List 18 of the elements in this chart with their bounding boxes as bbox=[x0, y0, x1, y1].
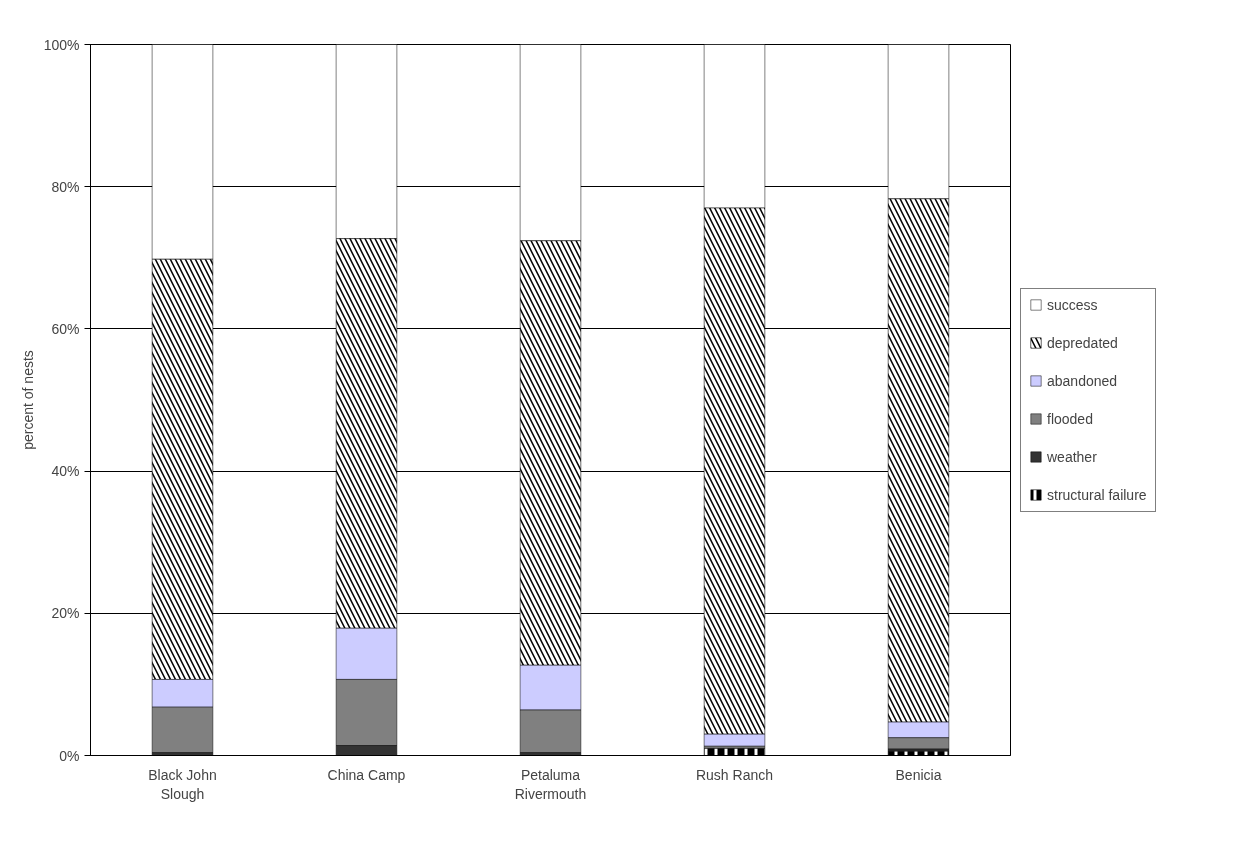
x-tick-label: Petaluma Rivermouth bbox=[514, 766, 587, 802]
x-tick-label: Black John Slough bbox=[148, 766, 217, 802]
legend-label: flooded bbox=[1047, 410, 1093, 427]
y-tick-label: 60% bbox=[51, 320, 80, 337]
y-tick-label: 40% bbox=[51, 463, 80, 480]
y-axis-title: percent of nests bbox=[19, 350, 36, 450]
y-tick-label: 0% bbox=[59, 747, 80, 764]
legend-label: success bbox=[1047, 296, 1098, 313]
x-tick-label: Benicia bbox=[895, 766, 942, 783]
legend-label: depredated bbox=[1047, 334, 1118, 351]
y-tick-label: 100% bbox=[43, 36, 80, 53]
legend-label: abandoned bbox=[1047, 372, 1118, 389]
legend-label: weather bbox=[1047, 448, 1097, 465]
x-tick-label: China Camp bbox=[327, 766, 406, 783]
legend-label: structural failure bbox=[1047, 486, 1147, 503]
y-tick-label: 20% bbox=[51, 605, 80, 622]
x-tick-label: Rush Ranch bbox=[695, 766, 774, 783]
y-tick-label: 80% bbox=[51, 178, 80, 195]
